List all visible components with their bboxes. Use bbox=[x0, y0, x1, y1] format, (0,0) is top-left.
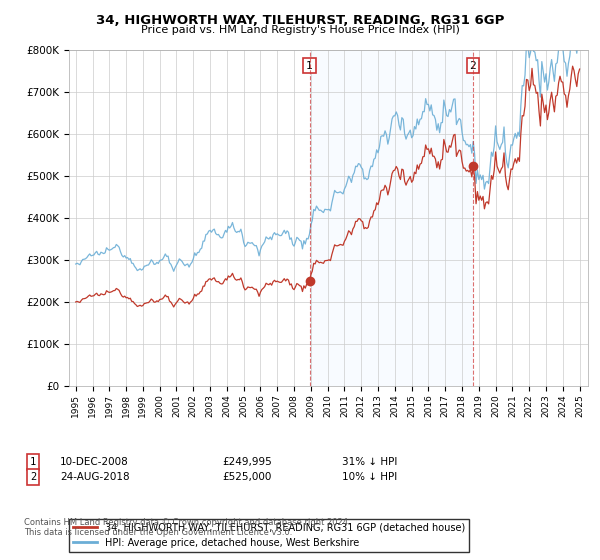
Text: 10% ↓ HPI: 10% ↓ HPI bbox=[342, 472, 397, 482]
Text: Price paid vs. HM Land Registry's House Price Index (HPI): Price paid vs. HM Land Registry's House … bbox=[140, 25, 460, 35]
Bar bbox=[310, 50, 473, 386]
Text: 10-DEC-2008: 10-DEC-2008 bbox=[60, 457, 129, 467]
Text: 1: 1 bbox=[30, 457, 36, 467]
Legend: 34, HIGHWORTH WAY, TILEHURST, READING, RG31 6GP (detached house), HPI: Average p: 34, HIGHWORTH WAY, TILEHURST, READING, R… bbox=[68, 519, 469, 552]
Text: 34, HIGHWORTH WAY, TILEHURST, READING, RG31 6GP: 34, HIGHWORTH WAY, TILEHURST, READING, R… bbox=[96, 14, 504, 27]
Text: 31% ↓ HPI: 31% ↓ HPI bbox=[342, 457, 397, 467]
Text: 1: 1 bbox=[306, 60, 313, 71]
Text: Contains HM Land Registry data © Crown copyright and database right 2024.
This d: Contains HM Land Registry data © Crown c… bbox=[24, 518, 350, 538]
Text: £249,995: £249,995 bbox=[222, 457, 272, 467]
Text: £525,000: £525,000 bbox=[222, 472, 271, 482]
Text: 2: 2 bbox=[469, 60, 476, 71]
Text: 24-AUG-2018: 24-AUG-2018 bbox=[60, 472, 130, 482]
Text: 2: 2 bbox=[30, 472, 36, 482]
